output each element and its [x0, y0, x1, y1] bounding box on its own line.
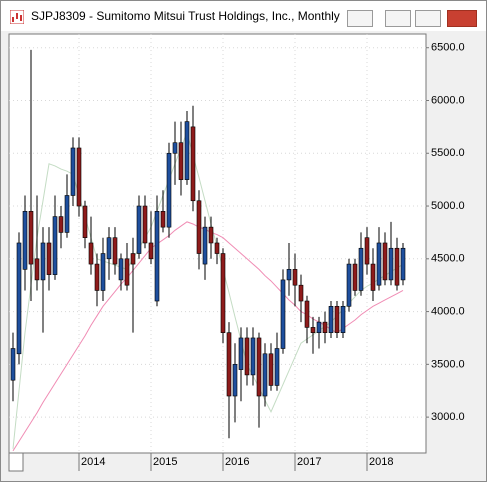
- candle-body: [328, 305, 334, 333]
- minimize-button[interactable]: [385, 10, 411, 27]
- candle-body: [136, 205, 142, 254]
- candle-body: [382, 242, 388, 281]
- candle-body: [286, 269, 292, 281]
- candle-body: [298, 284, 304, 302]
- candle-body: [52, 216, 58, 275]
- y-tick-label: 4500.0: [431, 253, 465, 265]
- candle-body: [268, 353, 274, 386]
- candle-body: [316, 321, 322, 333]
- corner-box: [8, 452, 24, 472]
- candle-body: [154, 211, 160, 302]
- link-button[interactable]: [347, 10, 373, 27]
- close-button[interactable]: [447, 10, 477, 27]
- candle-body: [232, 364, 238, 397]
- candle-body: [64, 195, 70, 233]
- candle-body: [262, 353, 268, 397]
- candle-body: [112, 237, 118, 265]
- candle-body: [394, 247, 400, 286]
- candle-body: [352, 263, 358, 291]
- y-tick-label: 4000.0: [431, 305, 465, 317]
- maximize-button[interactable]: [415, 10, 441, 27]
- candle-body: [364, 237, 370, 265]
- x-tick-label: 2017: [297, 456, 321, 468]
- candle-body: [130, 253, 136, 265]
- candle-body: [10, 348, 16, 381]
- candle-body: [82, 205, 88, 238]
- candle-body: [280, 279, 286, 349]
- candle-body: [142, 205, 148, 244]
- candle-body: [70, 147, 76, 196]
- candle-body: [22, 211, 28, 270]
- candle-body: [340, 305, 346, 333]
- candle-body: [124, 258, 130, 286]
- y-tick-label: 3500.0: [431, 358, 465, 370]
- candle-body: [322, 321, 328, 333]
- candle-body: [376, 242, 382, 286]
- candle-body: [214, 242, 220, 254]
- window-title: SJPJ8309 - Sumitomo Mitsui Trust Holding…: [31, 9, 340, 23]
- candle-body: [250, 337, 256, 376]
- candle-body: [106, 237, 112, 260]
- candle-body: [274, 348, 280, 386]
- x-tick-label: 2015: [153, 456, 177, 468]
- candle-body: [58, 216, 64, 233]
- candle-body: [148, 242, 154, 260]
- x-tick-label: 2016: [225, 456, 249, 468]
- candle-body: [34, 258, 40, 281]
- candle-body: [16, 242, 22, 355]
- candle-body: [196, 200, 202, 254]
- y-tick-label: 5500.0: [431, 147, 465, 159]
- candle-body: [100, 253, 106, 291]
- candle-body: [358, 247, 364, 291]
- y-tick-label: 5000.0: [431, 200, 465, 212]
- candle-body: [304, 300, 310, 328]
- candle-body: [346, 263, 352, 307]
- candle-body: [160, 211, 166, 228]
- candle-body: [202, 226, 208, 265]
- candle-body: [370, 263, 376, 291]
- y-tick-label: 3000.0: [431, 411, 465, 423]
- title-bar: SJPJ8309 - Sumitomo Mitsui Trust Holding…: [1, 1, 486, 31]
- candle-body: [220, 253, 226, 333]
- candle-body: [118, 258, 124, 281]
- y-tick-label: 6000.0: [431, 94, 465, 106]
- candle-body: [400, 247, 406, 281]
- y-tick-label: 6500.0: [431, 42, 465, 54]
- candle-body: [178, 142, 184, 180]
- candle-body: [190, 126, 196, 202]
- candle-body: [76, 147, 82, 207]
- candle-body: [166, 152, 172, 228]
- candle-body: [388, 247, 394, 281]
- candle-body: [172, 142, 178, 154]
- candle-body: [256, 337, 262, 397]
- candle-body: [28, 211, 34, 265]
- candle-body: [94, 263, 100, 291]
- candle-body: [40, 242, 46, 281]
- candle-body: [46, 242, 52, 275]
- candle-body: [244, 337, 250, 376]
- candle-body: [238, 337, 244, 370]
- candle-body: [292, 269, 298, 286]
- app-icon: [10, 10, 24, 24]
- candle-body: [208, 226, 214, 244]
- x-tick-label: 2014: [81, 456, 105, 468]
- x-tick-label: 2018: [369, 456, 393, 468]
- candle-body: [88, 242, 94, 265]
- candle-body: [310, 327, 316, 333]
- candle-body: [334, 305, 340, 333]
- candle-body: [184, 121, 190, 180]
- candle-body: [226, 332, 232, 397]
